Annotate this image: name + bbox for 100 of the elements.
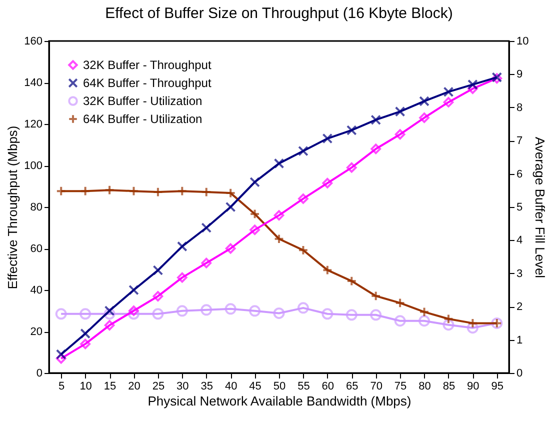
y2-tick-label: 5: [516, 202, 523, 214]
point: [274, 234, 284, 244]
point: [419, 96, 430, 106]
x-tick-label: 90: [467, 380, 480, 392]
point: [346, 309, 358, 321]
x-tick-label: 15: [104, 380, 116, 392]
y2-tick-label: 10: [516, 36, 529, 48]
point: [250, 224, 260, 236]
point: [394, 106, 406, 117]
point: [468, 318, 478, 328]
point: [346, 162, 357, 173]
point: [297, 302, 309, 314]
point: [80, 328, 90, 339]
point: [370, 290, 382, 302]
point: [418, 315, 430, 327]
point: [152, 291, 164, 302]
x-tick-label: 30: [176, 380, 189, 392]
point: [322, 264, 333, 276]
point: [225, 243, 236, 254]
x-tick-label: 95: [491, 380, 504, 392]
point: [250, 208, 260, 220]
chart-title: Effect of Buffer Size on Throughput (16 Kbyte Block): [105, 5, 453, 22]
legend-label: 32K Buffer - Throughput: [83, 58, 212, 72]
point: [104, 308, 116, 320]
x-axis-title: Physical Network Available Bandwidth (Mbps): [148, 394, 412, 408]
point: [176, 305, 188, 317]
point: [346, 276, 357, 286]
point: [466, 322, 478, 334]
point: [298, 146, 308, 156]
x-tick-label: 60: [322, 380, 334, 392]
point: [419, 306, 430, 318]
x-tick-label: 65: [346, 380, 358, 392]
point: [322, 178, 333, 188]
point: [394, 129, 406, 140]
x-tick-label: 80: [418, 380, 431, 392]
x-tick-label: 70: [370, 380, 382, 392]
point: [274, 210, 284, 220]
x-tick-label: 5: [58, 380, 65, 392]
point: [201, 186, 212, 198]
y-tick-label: 0: [36, 368, 42, 380]
point: [250, 176, 260, 188]
point: [176, 241, 188, 252]
y-tick-label: 120: [24, 118, 42, 130]
point: [346, 125, 357, 136]
x-tick-label: 85: [442, 380, 456, 392]
y2-tick-label: 4: [516, 234, 523, 247]
legend-label: 32K Buffer - Utilization: [83, 94, 202, 108]
x-tick-label: 40: [224, 380, 238, 392]
x-tick-label: 25: [152, 380, 165, 392]
point: [80, 338, 90, 350]
legend-label: 64K Buffer - Utilization: [83, 112, 202, 126]
x-tick-label: 55: [298, 380, 310, 392]
point: [370, 114, 382, 126]
point: [322, 133, 333, 144]
point: [56, 349, 66, 360]
point: [152, 265, 164, 276]
x-tick-label: 45: [249, 380, 262, 392]
point: [201, 222, 212, 233]
x-tick-label: 75: [394, 380, 407, 392]
point: [176, 186, 188, 196]
point: [152, 308, 164, 320]
y-tick-label: 80: [30, 202, 42, 214]
point: [443, 97, 454, 108]
y2-tick-label: 8: [516, 102, 523, 114]
point: [443, 314, 454, 324]
point: [225, 202, 236, 212]
y2-tick-label: 6: [516, 168, 523, 180]
point: [201, 258, 212, 268]
y-tick-label: 60: [30, 243, 42, 255]
point: [80, 308, 92, 320]
y2-tick-label: 1: [516, 334, 523, 346]
point: [273, 308, 285, 319]
point: [104, 306, 115, 316]
x-tick-label: 50: [273, 380, 286, 392]
y2-tick-label: 2: [516, 301, 523, 314]
y-tick-label: 40: [30, 284, 42, 296]
point: [322, 308, 334, 320]
y2-tick-label: 3: [516, 268, 523, 280]
point: [298, 194, 308, 204]
point: [104, 184, 115, 196]
point: [128, 284, 139, 296]
point: [128, 306, 139, 316]
point: [56, 186, 66, 196]
y-tick-label: 100: [24, 160, 42, 172]
x-tick-label: 20: [128, 380, 140, 392]
y2-tick-label: 9: [516, 68, 523, 81]
point: [394, 315, 406, 327]
point: [176, 272, 188, 283]
y-axis-title: Effective Throughput (Mbps): [5, 126, 20, 290]
x-tick-label: 10: [80, 380, 92, 392]
point: [152, 186, 164, 198]
y-tick-label: 160: [24, 36, 42, 48]
point: [443, 86, 454, 98]
point: [128, 186, 139, 196]
point: [200, 304, 212, 316]
point: [55, 308, 67, 320]
y2-tick-label: 0: [516, 368, 523, 380]
y-tick-label: 20: [30, 326, 42, 338]
y-tick-label: 140: [24, 77, 42, 89]
point: [80, 186, 90, 196]
